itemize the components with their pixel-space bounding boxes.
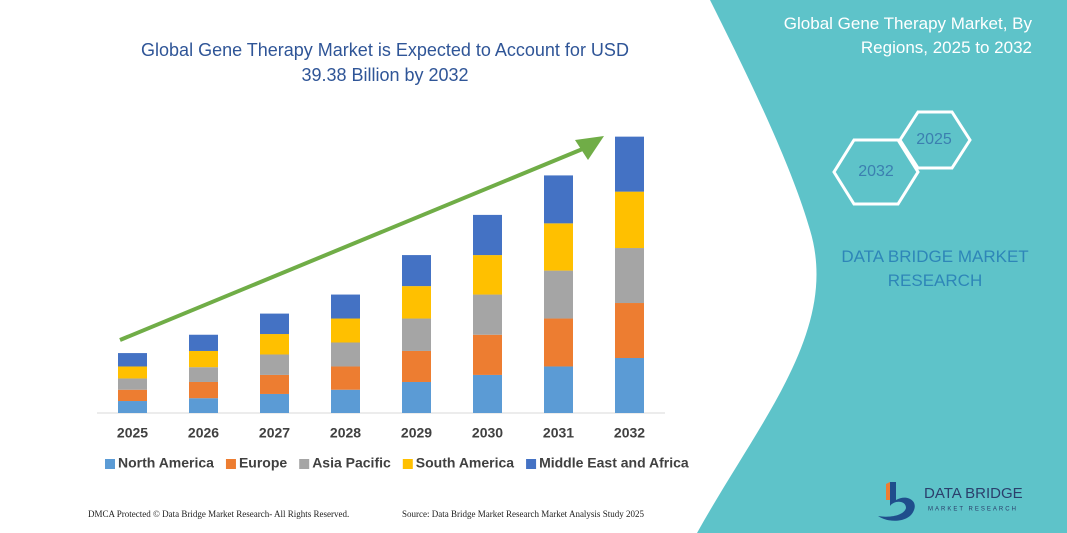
x-tick-label: 2029 <box>401 425 432 441</box>
x-tick-label: 2028 <box>330 425 361 441</box>
chart-title: Global Gene Therapy Market is Expected t… <box>141 40 629 85</box>
bar-segment <box>331 342 360 367</box>
bar-segment <box>473 334 502 375</box>
bar-segment <box>331 366 360 390</box>
legend-label: Middle East and Africa <box>539 455 689 471</box>
bar-segment <box>615 136 644 192</box>
bar-segment <box>402 286 431 319</box>
bar-segment <box>260 334 289 355</box>
bar-segment <box>260 374 289 394</box>
bar-segment <box>189 367 218 382</box>
bar-segment <box>189 381 218 399</box>
hexagon <box>898 110 972 170</box>
logo-mark <box>886 482 890 500</box>
bar-segment <box>260 313 289 335</box>
bar-segment <box>118 389 147 402</box>
legend-swatch <box>225 459 236 469</box>
bar-segment <box>118 401 147 413</box>
bar-segment <box>331 318 360 343</box>
bar-segment <box>473 294 502 335</box>
x-tick-label: 2030 <box>472 425 503 441</box>
bar-segment <box>402 350 431 382</box>
bar-segment <box>615 358 644 413</box>
bar-segment <box>189 334 218 351</box>
bar-segment <box>615 248 644 304</box>
bar-segment <box>331 389 360 413</box>
logo-mark <box>878 482 915 521</box>
footer-left: DMCA Protected © Data Bridge Market Rese… <box>88 509 349 519</box>
bar-segment <box>473 374 502 413</box>
legend-swatch <box>526 459 537 469</box>
bar-segment <box>544 366 573 413</box>
panel-title: Global Gene Therapy Market, By Regions, … <box>783 14 1032 57</box>
bar-segment <box>402 318 431 351</box>
bar-segment <box>402 255 431 287</box>
legend-swatch <box>105 459 115 469</box>
logo-name: DATA BRIDGE <box>924 485 1023 502</box>
legend-label: South America <box>416 455 514 471</box>
bar-segment <box>260 393 289 413</box>
bar-segment <box>544 318 573 367</box>
bar-segment <box>615 303 644 359</box>
hex-label: 2032 <box>858 163 894 180</box>
bar-segment <box>615 191 644 249</box>
bar-segment <box>544 175 573 224</box>
x-tick-label: 2027 <box>259 425 290 441</box>
x-tick-label: 2032 <box>614 425 645 441</box>
bar-segment <box>118 378 147 390</box>
bar-segment <box>331 294 360 319</box>
bar-segment <box>189 398 218 413</box>
x-tick-label: 2031 <box>543 425 574 441</box>
bar-segment <box>473 255 502 295</box>
legend-label: Europe <box>239 455 287 471</box>
bar-segment <box>260 354 289 375</box>
legend-label: Asia Pacific <box>312 455 391 471</box>
logo-tagline: MARKET RESEARCH <box>928 507 1018 513</box>
bar-segment <box>189 350 218 368</box>
bar-segment <box>118 353 147 367</box>
arrow-head <box>575 136 604 160</box>
trend-arrow <box>119 146 586 342</box>
legend-label: North America <box>118 455 214 471</box>
legend-swatch <box>402 459 413 469</box>
bar-segment <box>473 214 502 256</box>
x-tick-label: 2025 <box>117 425 148 441</box>
hex-label: 2025 <box>916 131 952 148</box>
bar-segment <box>544 223 573 271</box>
hexagon <box>832 138 920 206</box>
plot: 2025 2026 2027 2028 2029 2030 2031 2032 North Am… <box>97 136 689 471</box>
x-tick-label: 2026 <box>188 425 219 441</box>
legend-swatch <box>299 459 310 469</box>
bar-segment <box>118 366 147 379</box>
brand: DATA BRIDGE MARKET RESEARCH <box>841 247 1029 290</box>
footer-right: Source: Data Bridge Market Research Mark… <box>402 509 644 519</box>
bar-segment <box>402 381 431 413</box>
side-panel <box>697 0 1067 533</box>
bar-segment <box>544 270 573 319</box>
